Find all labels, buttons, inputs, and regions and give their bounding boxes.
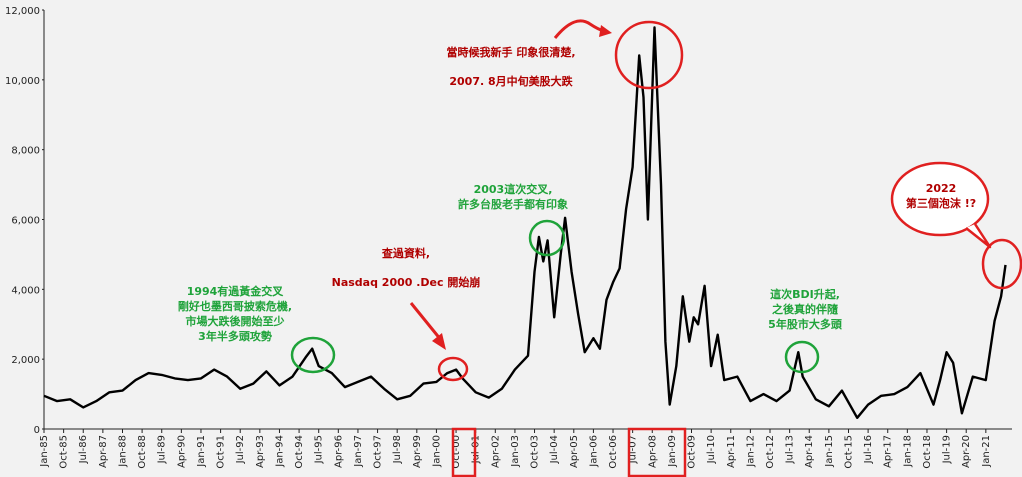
x-tick-label: Jul-19: [942, 435, 953, 464]
x-tick-label: Oct-00: [451, 435, 462, 469]
x-tick-label: Jan-97: [353, 435, 364, 468]
series-line: [43, 26, 1007, 419]
y-tick-label: 2,000: [11, 355, 40, 366]
highlight-circle-2000: [437, 356, 469, 382]
x-tick-label: Jan-94: [274, 435, 285, 468]
x-tick-label: Jul-95: [314, 435, 325, 464]
x-tick-label: Jan-12: [745, 435, 756, 468]
y-tick-label: 8,000: [11, 146, 40, 157]
x-tick-label: Apr-11: [726, 435, 737, 468]
y-tick-label: 4,000: [11, 285, 40, 296]
annotation-2003: 2003這次交叉, 許多台股老手都有印象: [458, 183, 568, 211]
arrow-2008: [553, 19, 612, 39]
x-tick-label: Apr-99: [412, 435, 423, 468]
x-tick-label: Apr-17: [883, 435, 894, 468]
x-tick-label: Apr-90: [176, 435, 187, 468]
x-tick-label: Jan-09: [667, 435, 678, 468]
x-tick-label: Jul-07: [628, 435, 639, 464]
x-tick-label: Apr-05: [569, 435, 580, 468]
y-tick-label: 0: [34, 425, 40, 436]
x-tick-label: Apr-20: [961, 435, 972, 468]
highlight-circle-1995: [290, 336, 336, 374]
x-tick-label: Oct-97: [373, 435, 384, 469]
annotation-bdi-2013: 這次BDI升起, 之後真的伴隨 5年股市大多頭: [768, 288, 842, 331]
x-tick-label: Apr-96: [333, 435, 344, 468]
x-tick-label: Jan-21: [981, 435, 992, 468]
x-tick-label: Oct-94: [294, 435, 305, 469]
y-tick-label: 12,000: [5, 6, 40, 17]
highlight-box-oct00: [451, 427, 477, 477]
x-tick-label: Jan-06: [588, 435, 599, 468]
x-tick-label: Jan-85: [39, 435, 50, 468]
x-tick-label: Oct-88: [137, 435, 148, 469]
x-tick-label: Oct-85: [59, 435, 70, 469]
highlight-circle-2003: [528, 219, 566, 257]
x-tick-label: Apr-93: [255, 435, 266, 468]
x-tick-label: Jul-04: [549, 435, 560, 464]
x-tick-label: Apr-02: [490, 435, 501, 468]
x-tick-label: Jul-89: [157, 435, 168, 464]
highlight-box-jul07-apr08: [627, 427, 687, 477]
x-tick-label: Oct-15: [843, 435, 854, 469]
x-tick-label: Jul-98: [392, 435, 403, 464]
x-tick-label: Oct-18: [922, 435, 933, 469]
x-tick-label: Jul-13: [785, 435, 796, 464]
annotation-nasdaq-2000: 查過資料, Nasdaq 2000 .Dec 開始崩: [331, 247, 481, 289]
y-tick-label: 6,000: [11, 216, 40, 227]
x-tick-label: Jan-00: [431, 435, 442, 468]
x-tick-label: Jan-91: [196, 435, 207, 468]
highlight-circle-2008: [614, 20, 684, 90]
x-tick-label: Oct-09: [687, 435, 698, 469]
x-tick-label: Jan-03: [510, 435, 521, 468]
y-tick-label: 10,000: [5, 76, 40, 87]
annotation-2022: 2022 第三個泡沫 !?: [905, 182, 977, 210]
x-tick-label: Apr-08: [647, 435, 658, 468]
x-tick-label: Oct-91: [216, 435, 227, 469]
x-tick-label: Oct-06: [608, 435, 619, 469]
x-tick-label: Jul-16: [863, 435, 874, 464]
x-tick-label: Jul-86: [78, 435, 89, 464]
x-tick-label: Apr-14: [804, 435, 815, 468]
x-tick-label: Oct-03: [530, 435, 541, 469]
x-tick-label: Jul-10: [706, 435, 717, 464]
annotation-2007: 當時候我新手 印象很清楚, 2007. 8月中旬美股大跌: [446, 46, 576, 88]
x-tick-label: Jan-18: [902, 435, 913, 468]
speech-bubble-2022: [890, 161, 992, 249]
highlights: [290, 19, 1022, 477]
x-tick-label: Apr-87: [98, 435, 109, 468]
arrow-2000: [409, 302, 446, 350]
highlight-circle-2013: [784, 340, 820, 374]
highlight-circle-2021: [981, 238, 1022, 290]
y-axis: 0 2,000 4,000 6,000 8,000 10,000 12,000: [5, 6, 45, 436]
x-tick-label: Jan-88: [117, 435, 128, 468]
x-axis: Jan-85 Oct-85 Jul-86 Apr-87 Jan-88 Oct-88 Jul-…: [39, 428, 1012, 469]
x-tick-label: Oct-12: [765, 435, 776, 469]
annotation-1994: 1994有過黃金交叉 剛好也墨西哥披索危機, 市場大跌後開始至少 3年半多頭攻勢: [177, 285, 293, 343]
x-tick-label: Jul-92: [235, 435, 246, 464]
x-tick-label: Jan-15: [824, 435, 835, 468]
